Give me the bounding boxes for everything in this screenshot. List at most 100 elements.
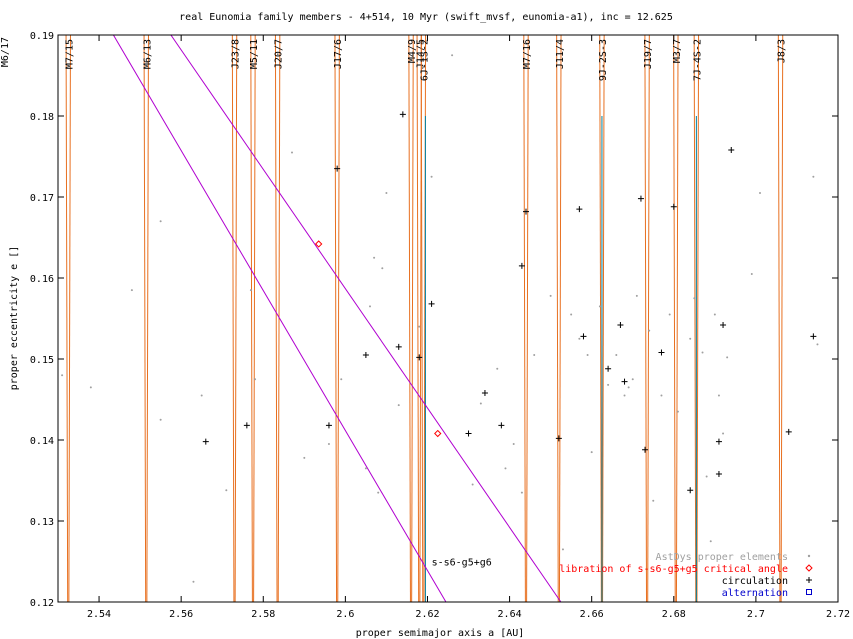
circulation-point	[715, 438, 722, 445]
circulation-point	[243, 422, 250, 429]
circulation-point	[498, 422, 505, 429]
x-tick-label: 2.64	[498, 609, 522, 620]
resonance-line	[277, 35, 281, 602]
element-point	[61, 374, 64, 377]
element-point	[701, 351, 704, 354]
circulation-point	[416, 354, 423, 361]
element-point	[816, 343, 819, 346]
resonance-line	[231, 35, 235, 602]
resonance-line	[673, 35, 676, 602]
legend-label: AstDys proper elements	[656, 552, 788, 563]
legend-marker	[806, 589, 812, 595]
element-point	[726, 356, 729, 359]
circulation-point	[810, 333, 817, 340]
circulation-point	[580, 333, 587, 340]
resonance-label: M3/7	[672, 39, 683, 63]
element-point	[254, 378, 257, 381]
element-point	[200, 394, 203, 397]
element-point	[373, 256, 376, 259]
secular-curve-label: s-s6-g5+g6	[432, 558, 492, 569]
element-point	[130, 289, 133, 292]
element-point	[159, 418, 162, 421]
element-point	[377, 491, 380, 494]
element-point	[693, 297, 696, 300]
x-tick-label: 2.58	[251, 609, 275, 620]
circulation-point	[617, 321, 624, 328]
y-tick-label: 0.18	[30, 112, 54, 123]
circulation-point	[670, 203, 677, 210]
resonance-label: 7J-4S-2	[692, 39, 703, 81]
element-point	[689, 337, 692, 340]
element-point	[705, 475, 708, 478]
resonance-lines-layer: M7/15 M6/13 J23/8 M5/11 J20/7 J17/6 M4/9J14/56…	[64, 35, 788, 602]
element-point	[479, 402, 482, 405]
element-point	[676, 410, 679, 413]
resonance-line	[411, 35, 414, 602]
element-point	[364, 467, 367, 470]
legend-label: libration of s-s6-g5+g5 critical angle	[559, 564, 788, 575]
resonance-line	[334, 35, 338, 602]
x-tick-label: 2.68	[662, 609, 686, 620]
resonance-label: M4/9	[407, 39, 418, 63]
element-point	[381, 267, 384, 270]
y-tick-label: 0.19	[30, 31, 54, 42]
resonance-line	[337, 35, 340, 602]
circulation-point	[518, 262, 525, 269]
element-point	[369, 305, 371, 308]
resonance-line	[253, 35, 256, 602]
element-point	[249, 289, 252, 292]
circulation-point	[658, 349, 665, 356]
element-point	[812, 175, 815, 178]
circulation-point	[465, 430, 472, 437]
element-point	[418, 325, 421, 328]
x-tick-label: 2.56	[169, 609, 193, 620]
element-point	[159, 220, 162, 223]
circulation-point	[637, 195, 644, 202]
resonance-line	[526, 35, 529, 602]
element-point	[578, 337, 581, 340]
legend-marker	[805, 564, 813, 572]
element-point	[759, 191, 761, 194]
element-point	[709, 540, 712, 543]
circulation-point	[785, 428, 792, 435]
circulation-point	[642, 446, 649, 453]
edge-resonance-label: M6/17	[0, 37, 11, 67]
resonance-line	[647, 35, 650, 602]
element-point	[561, 548, 564, 551]
y-tick-label: 0.17	[30, 193, 54, 204]
element-point	[635, 294, 638, 297]
y-tick-label: 0.15	[30, 355, 54, 366]
element-point	[451, 54, 454, 57]
circulation-point	[605, 365, 612, 372]
resonance-line	[250, 35, 253, 602]
resonance-label: J23/8	[231, 39, 242, 69]
element-point	[533, 353, 536, 356]
legend-marker	[807, 554, 811, 558]
resonance-line	[644, 35, 648, 602]
circulation-point	[202, 438, 209, 445]
circulation-point	[428, 300, 435, 307]
x-tick-label: 2.6	[336, 609, 354, 620]
resonance-label: 9J-2S-3	[598, 39, 609, 81]
resonance-line	[420, 35, 424, 602]
element-point	[192, 580, 195, 583]
element-point	[590, 451, 593, 454]
circulation-point	[576, 206, 583, 213]
resonance-line	[68, 35, 71, 602]
resonance-label: J20/7	[274, 39, 285, 69]
element-point	[623, 394, 626, 397]
circulation-point	[728, 147, 735, 154]
resonance-line	[234, 35, 238, 602]
libration-point	[434, 429, 442, 438]
plot-frame-layer: 2.54 2.56 2.58 2.6 2.62 2.64 2.66 2.68 2.7 2.72 0.…	[30, 31, 850, 620]
resonance-line	[693, 35, 697, 602]
element-point	[291, 151, 293, 154]
element-point	[549, 294, 552, 297]
element-point	[303, 456, 306, 459]
resonance-label: J8/3	[777, 39, 788, 63]
resonance-line	[675, 35, 679, 602]
element-point	[340, 378, 343, 381]
resonance-label: M6/13	[142, 39, 153, 69]
element-point	[713, 313, 716, 316]
